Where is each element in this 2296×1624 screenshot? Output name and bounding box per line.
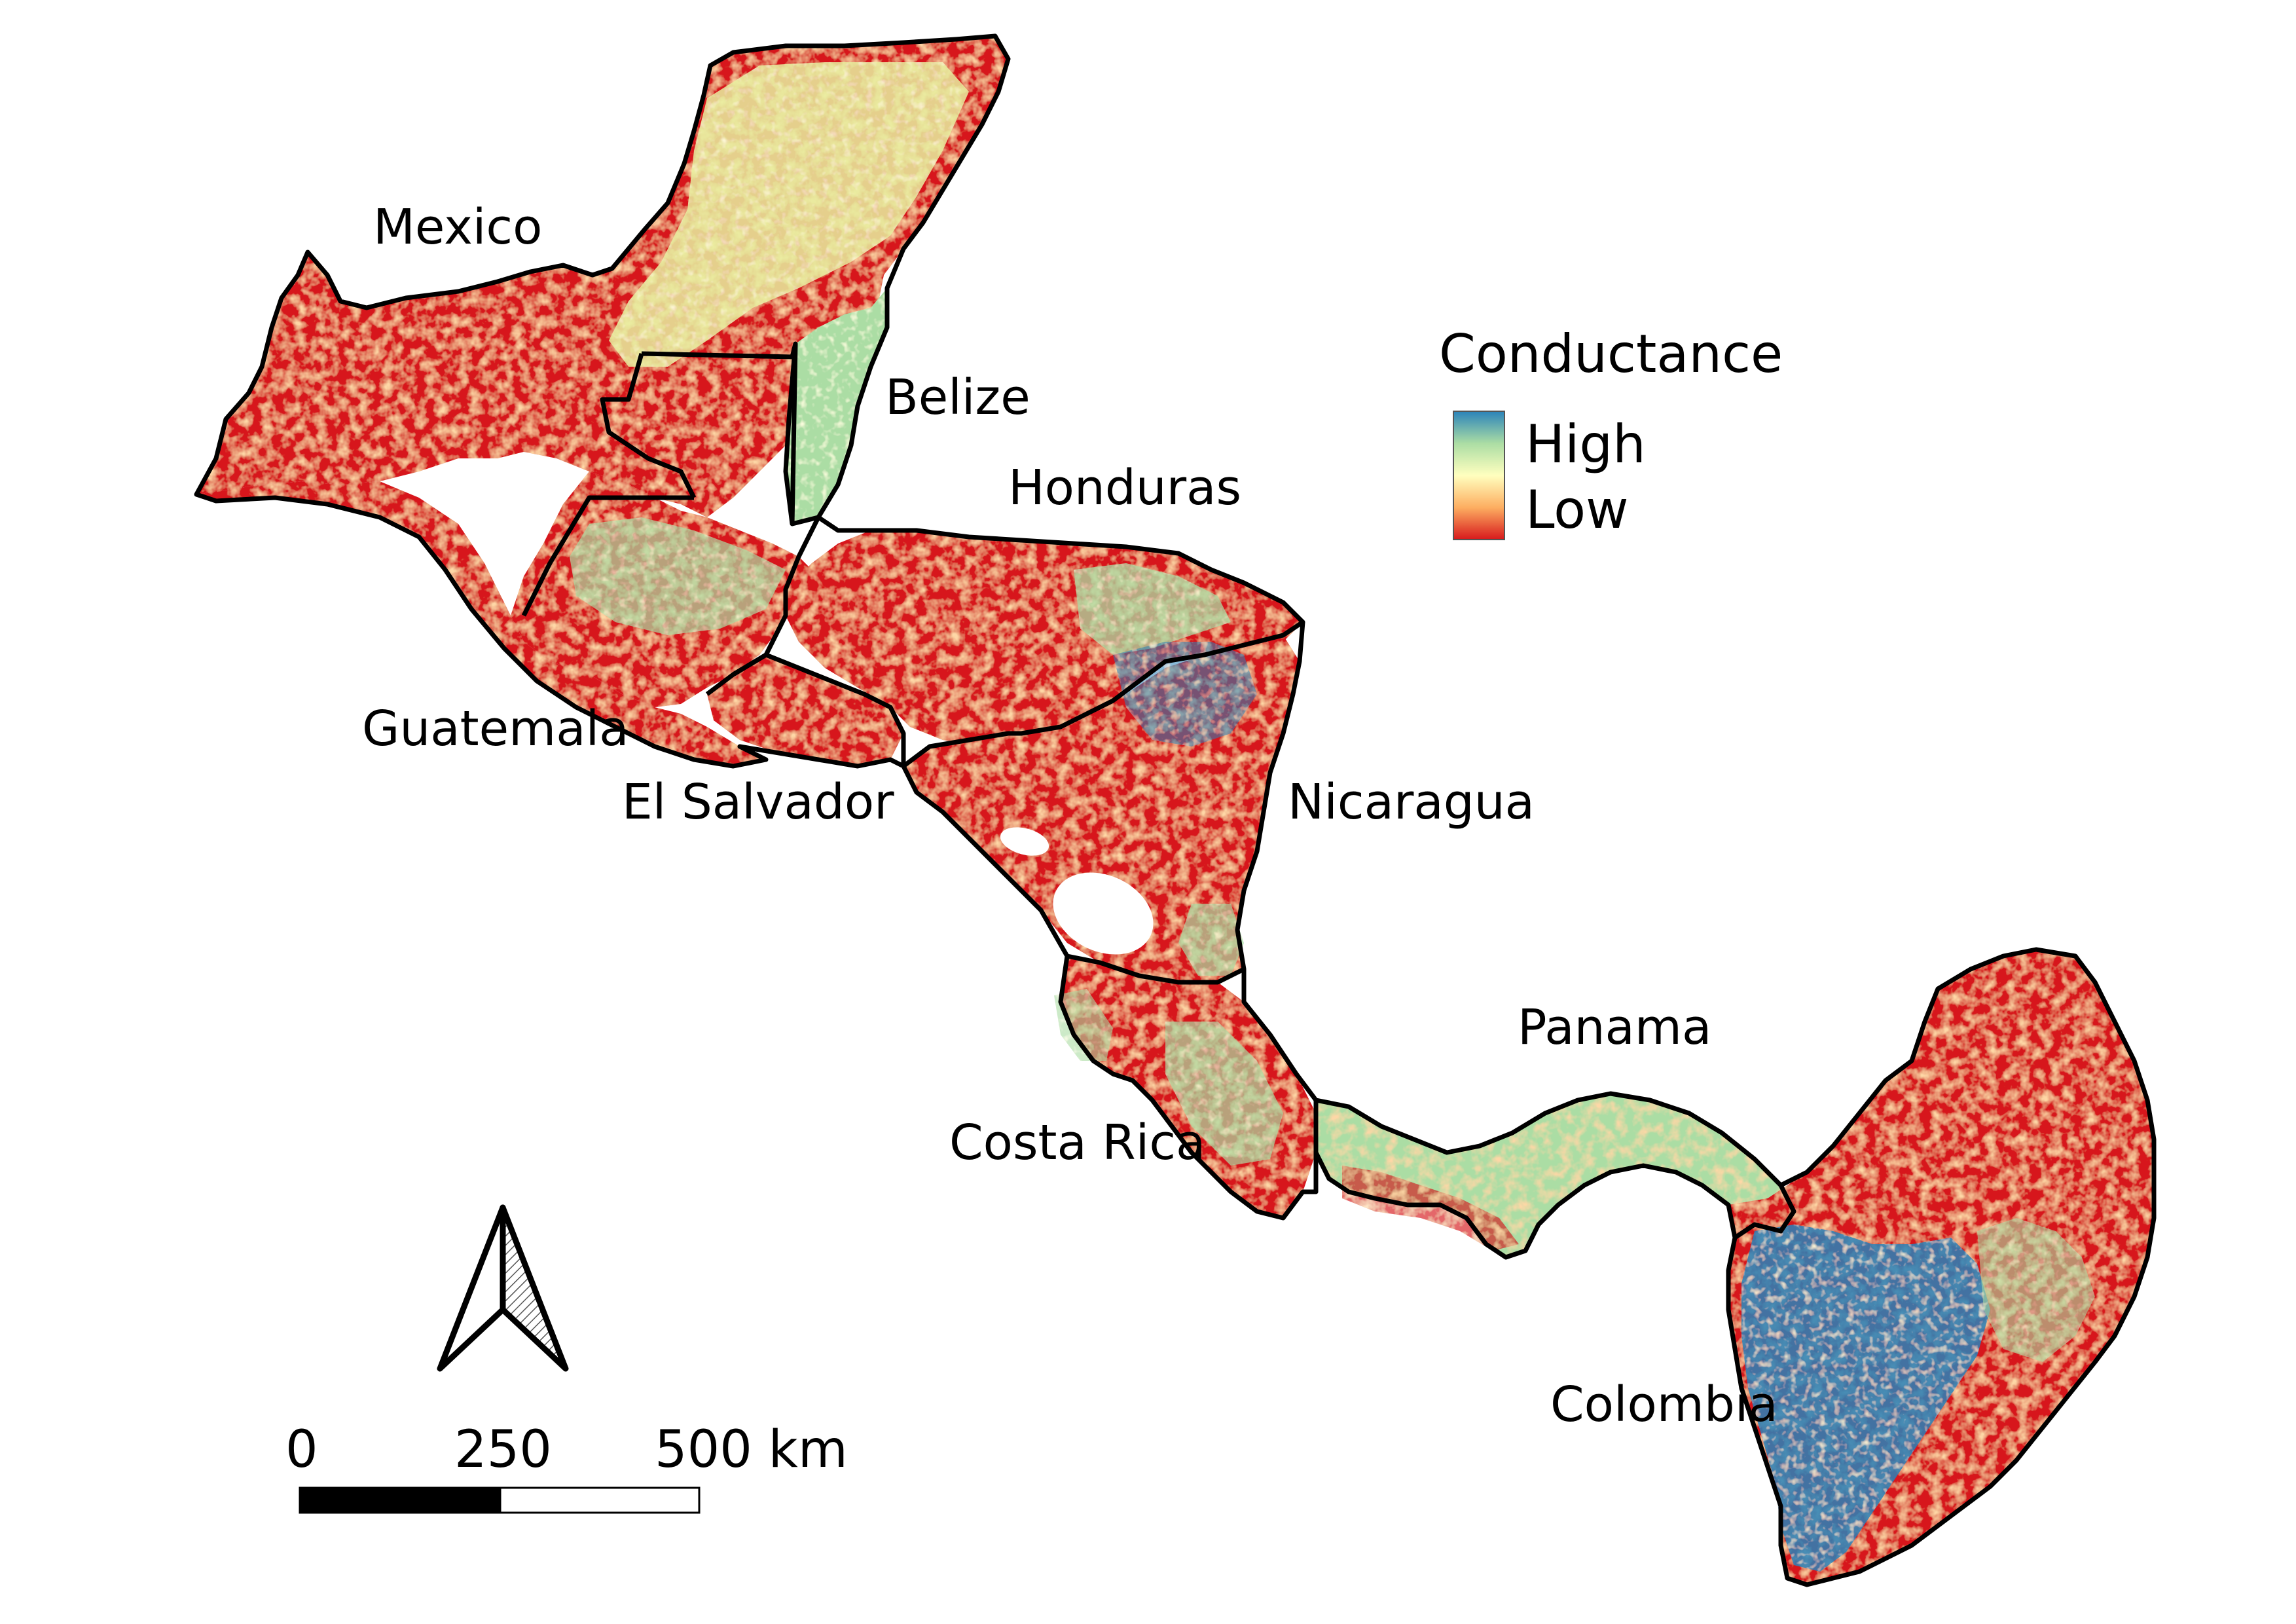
scale-bar-segment-2 [499, 1486, 701, 1514]
region-colombia-blue [1741, 1225, 1990, 1572]
lake-nicaragua [1053, 872, 1154, 955]
border-nicaragua-costarica [1066, 953, 1245, 985]
land-raster [196, 36, 2154, 1585]
legend-title: Conductance [1439, 323, 1783, 384]
border-panama-colombia [1734, 1184, 1796, 1240]
coastline [194, 33, 2157, 1587]
region-nicaragua-south [1178, 904, 1244, 976]
region-panama [1316, 1094, 1794, 1257]
country-labels: Mexico Belize Honduras Guatemala El Salv… [362, 199, 1778, 1433]
region-yucatan-interior [609, 62, 969, 367]
region-honduras-green [1074, 563, 1231, 655]
scale-bar: 0 250 500 km [285, 1420, 848, 1514]
border-belize [790, 343, 798, 525]
label-el-salvador: El Salvador [622, 774, 894, 830]
label-belize: Belize [885, 369, 1030, 426]
lake-managua [1000, 827, 1049, 856]
scale-tick-0: 0 [285, 1420, 318, 1479]
legend-ramp [1453, 411, 1505, 540]
scale-tick-250: 250 [454, 1420, 552, 1479]
label-nicaragua: Nicaragua [1288, 774, 1535, 830]
region-nicaragua-green [1113, 642, 1257, 747]
region-colombia-green [1977, 1218, 2095, 1362]
region-costa-rica-green [1165, 1022, 1283, 1166]
label-guatemala: Guatemala [362, 701, 629, 757]
border-elsalvador-honduras [732, 652, 906, 766]
label-honduras: Honduras [1008, 460, 1241, 516]
scale-tick-500: 500 km [655, 1420, 848, 1479]
north-arrow-icon [437, 1204, 569, 1372]
label-costa-rica: Costa Rica [949, 1115, 1205, 1171]
label-panama: Panama [1518, 999, 1711, 1056]
label-mexico: Mexico [373, 199, 542, 255]
region-el-salvador [707, 655, 903, 766]
scale-bar-segment-1 [299, 1486, 501, 1514]
legend-high-label: High [1525, 414, 1646, 475]
region-guatemala-highland [570, 517, 786, 635]
label-colombia: Colombia [1550, 1376, 1778, 1433]
region-pacific-coast [196, 481, 766, 766]
region-belize [786, 288, 887, 524]
legend: Conductance High Low [1439, 323, 1783, 540]
region-nicoya [1054, 989, 1113, 1061]
country-borders [194, 33, 2157, 1587]
border-honduras-nicaragua [902, 620, 1304, 768]
legend-low-label: Low [1525, 479, 1629, 540]
